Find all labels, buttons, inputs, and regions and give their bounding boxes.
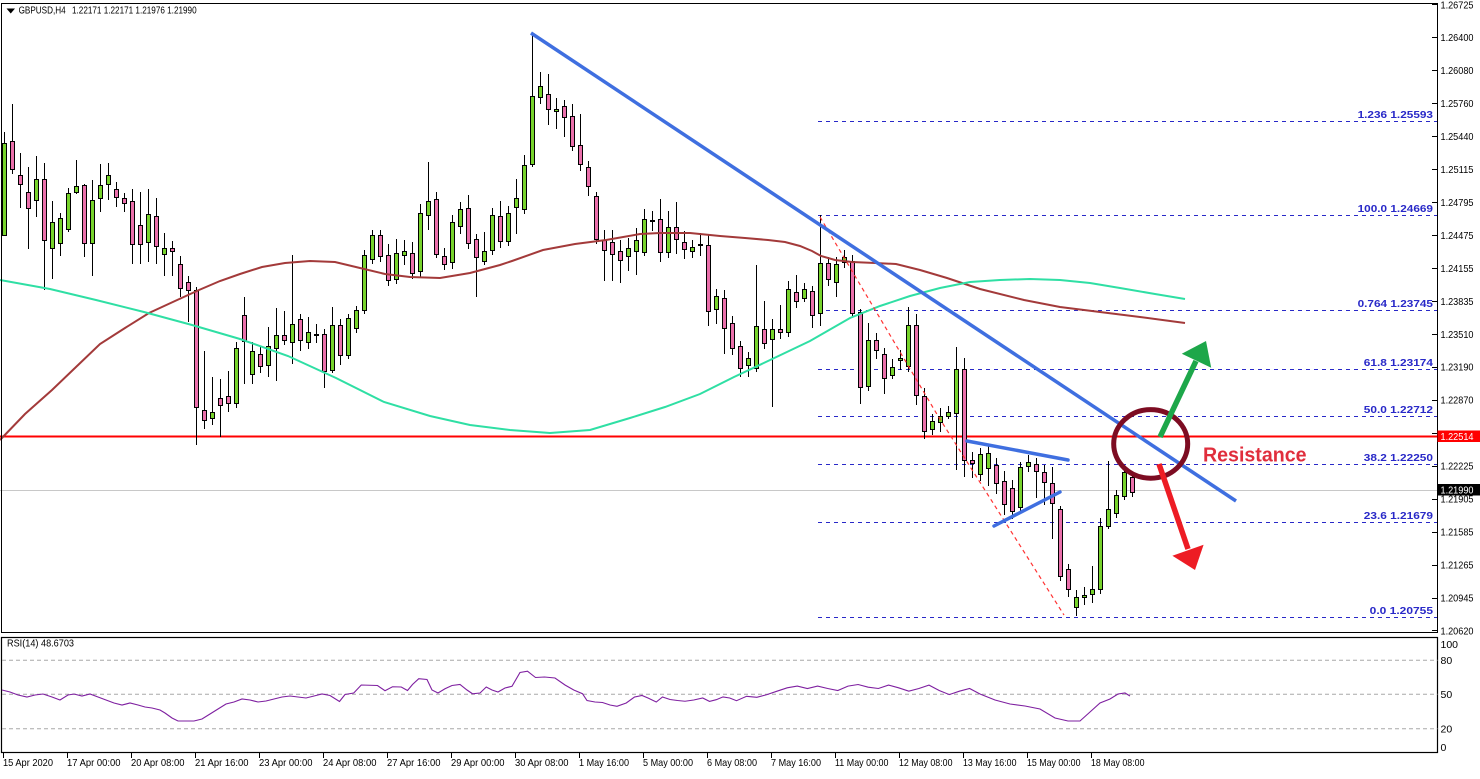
svg-text:20 Apr 08:00: 20 Apr 08:00 <box>131 757 185 769</box>
svg-text:1.24155: 1.24155 <box>1441 263 1474 275</box>
svg-text:15 Apr 2020: 15 Apr 2020 <box>3 757 53 769</box>
svg-text:5 May 00:00: 5 May 00:00 <box>643 757 693 769</box>
svg-text:23.6 1.21679: 23.6 1.21679 <box>1364 510 1433 522</box>
svg-text:1.23510: 1.23510 <box>1441 329 1474 341</box>
svg-text:13 May 16:00: 13 May 16:00 <box>963 757 1017 769</box>
svg-text:100.0 1.24669: 100.0 1.24669 <box>1358 203 1434 215</box>
svg-text:6 May 08:00: 6 May 08:00 <box>707 757 757 769</box>
svg-text:61.8 1.23174: 61.8 1.23174 <box>1364 357 1433 369</box>
svg-text:1.20945: 1.20945 <box>1441 592 1474 604</box>
svg-text:0: 0 <box>1441 742 1447 754</box>
svg-text:1.26080: 1.26080 <box>1441 65 1474 77</box>
svg-text:21 Apr 16:00: 21 Apr 16:00 <box>195 757 249 769</box>
svg-text:50.0 1.22712: 50.0 1.22712 <box>1364 404 1433 416</box>
svg-text:1.22870: 1.22870 <box>1441 395 1474 407</box>
svg-text:20: 20 <box>1441 724 1453 736</box>
svg-text:11 May 00:00: 11 May 00:00 <box>835 757 889 769</box>
svg-text:RSI(14) 48.6703: RSI(14) 48.6703 <box>7 638 74 650</box>
svg-text:18 May 08:00: 18 May 08:00 <box>1091 757 1145 769</box>
svg-text:1.21990: 1.21990 <box>1441 485 1474 497</box>
svg-text:1.22225: 1.22225 <box>1441 461 1474 473</box>
svg-text:29 Apr 00:00: 29 Apr 00:00 <box>451 757 505 769</box>
svg-text:1.25760: 1.25760 <box>1441 98 1474 110</box>
svg-text:1.23835: 1.23835 <box>1441 296 1474 308</box>
svg-text:1.25115: 1.25115 <box>1441 164 1474 176</box>
svg-text:1.26725: 1.26725 <box>1441 0 1474 11</box>
svg-text:0.764 1.23745: 0.764 1.23745 <box>1358 298 1434 310</box>
svg-text:Resistance: Resistance <box>1203 444 1307 467</box>
svg-text:1.21265: 1.21265 <box>1441 559 1474 571</box>
svg-text:1.20620: 1.20620 <box>1441 625 1474 637</box>
svg-text:80: 80 <box>1441 655 1453 667</box>
svg-text:1.24475: 1.24475 <box>1441 230 1474 242</box>
svg-text:27 Apr 16:00: 27 Apr 16:00 <box>387 757 441 769</box>
svg-text:1.22514: 1.22514 <box>1441 431 1474 443</box>
svg-text:1.24795: 1.24795 <box>1441 197 1474 209</box>
svg-text:GBPUSD,H4 1.22171 1.22171 1.2: GBPUSD,H4 1.22171 1.22171 1.21976 1.2199… <box>19 4 197 16</box>
svg-text:1.25440: 1.25440 <box>1441 131 1474 143</box>
svg-text:7 May 16:00: 7 May 16:00 <box>771 757 821 769</box>
svg-text:12 May 08:00: 12 May 08:00 <box>899 757 953 769</box>
svg-text:50: 50 <box>1441 689 1453 701</box>
svg-text:1.23190: 1.23190 <box>1441 362 1474 374</box>
svg-text:30 Apr 08:00: 30 Apr 08:00 <box>515 757 569 769</box>
svg-text:1.26400: 1.26400 <box>1441 32 1474 44</box>
svg-text:24 Apr 08:00: 24 Apr 08:00 <box>323 757 377 769</box>
svg-text:23 Apr 00:00: 23 Apr 00:00 <box>259 757 313 769</box>
svg-text:1.21585: 1.21585 <box>1441 526 1474 538</box>
svg-text:15 May 00:00: 15 May 00:00 <box>1027 757 1081 769</box>
svg-text:100: 100 <box>1441 639 1459 651</box>
svg-text:1 May 16:00: 1 May 16:00 <box>579 757 629 769</box>
svg-text:0.0 1.20755: 0.0 1.20755 <box>1370 605 1433 617</box>
svg-text:17 Apr 00:00: 17 Apr 00:00 <box>67 757 121 769</box>
svg-text:1.236 1.25593: 1.236 1.25593 <box>1358 109 1434 121</box>
svg-text:38.2 1.22250: 38.2 1.22250 <box>1364 452 1433 464</box>
